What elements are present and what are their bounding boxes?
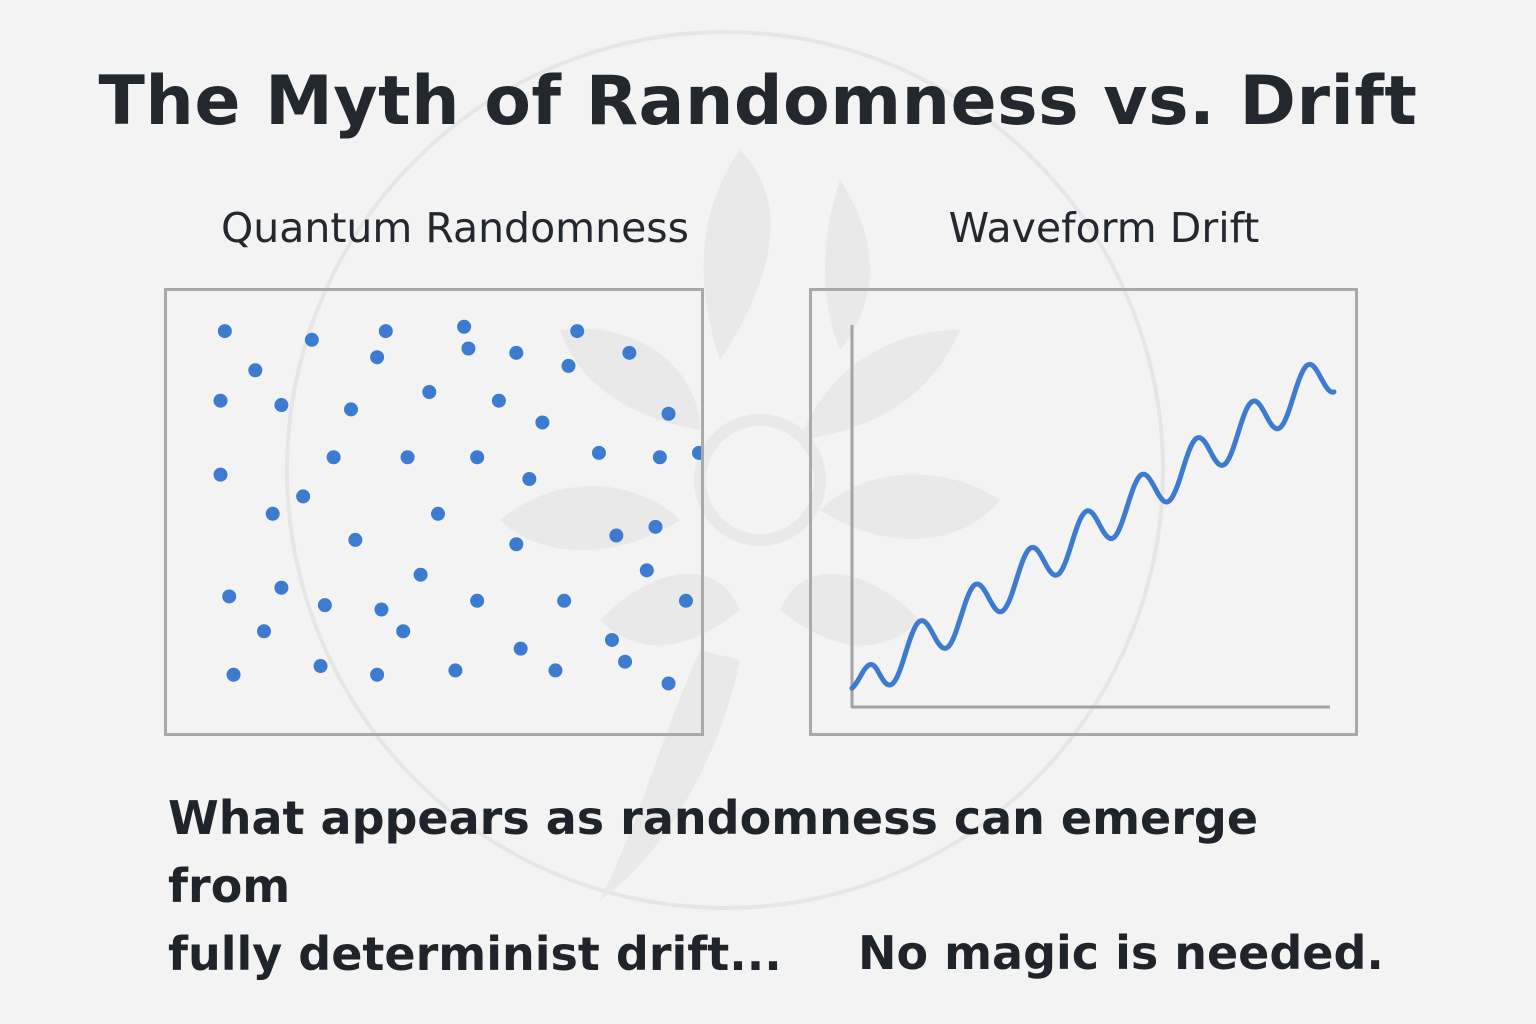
scatter-point — [248, 363, 263, 378]
caption: What appears as randomness can emerge fr… — [168, 784, 1388, 988]
scatter-point — [374, 602, 389, 617]
waveform-line — [849, 361, 1337, 691]
scatter-point — [557, 593, 572, 608]
scatter-point — [509, 345, 524, 360]
scatter-point — [561, 358, 576, 373]
waveform-drift-panel — [809, 288, 1358, 736]
scatter-point — [265, 506, 280, 521]
scatter-point — [304, 332, 319, 347]
scatter-point — [648, 519, 663, 534]
scatter-point — [461, 341, 476, 356]
scatter-point — [400, 450, 415, 465]
scatter-point — [661, 676, 676, 691]
scatter-point — [317, 598, 332, 613]
scatter-point — [226, 667, 241, 682]
scatter-point — [217, 324, 232, 339]
scatter-point — [396, 624, 411, 639]
scatter-point — [678, 593, 693, 608]
scatter-point — [326, 450, 341, 465]
scatter-point — [296, 489, 311, 504]
scatter-point — [422, 385, 437, 399]
scatter-point — [609, 528, 624, 543]
scatter-point — [370, 667, 385, 682]
scatter-point — [313, 659, 328, 674]
scatter-plot — [213, 319, 701, 691]
scatter-point — [522, 472, 537, 486]
scatter-point — [513, 641, 528, 656]
scatter-point — [591, 445, 606, 460]
caption-line-1: What appears as randomness can emerge fr… — [168, 791, 1259, 913]
scatter-point — [652, 450, 667, 465]
scatter-point — [457, 319, 472, 334]
scatter-point — [370, 350, 385, 365]
scatter-point — [413, 567, 428, 582]
scatter-point — [639, 563, 654, 578]
scatter-point — [448, 663, 463, 678]
waveform-plot — [849, 325, 1337, 709]
scatter-point — [548, 663, 563, 678]
scatter-point — [344, 402, 358, 417]
quantum-randomness-panel — [164, 288, 704, 736]
caption-line-2: fully determinist drift... — [168, 927, 782, 981]
page-title: The Myth of Randomness vs. Drift — [98, 62, 1418, 141]
scatter-point — [213, 393, 228, 408]
left-panel-title: Quantum Randomness — [220, 204, 690, 252]
right-panel-title: Waveform Drift — [948, 204, 1260, 252]
scatter-point — [618, 654, 633, 669]
scatter-point — [470, 450, 485, 465]
scatter-point — [348, 532, 363, 547]
scatter-point — [378, 324, 393, 339]
scatter-point — [431, 506, 445, 521]
scatter-point — [470, 593, 485, 608]
scatter-point — [274, 580, 289, 595]
scatter-point — [213, 467, 228, 482]
scatter-point — [491, 393, 506, 408]
scatter-point — [661, 406, 676, 421]
scatter-point — [535, 415, 550, 430]
scatter-point — [622, 345, 637, 360]
scatter-point — [257, 624, 271, 639]
scatter-point — [692, 445, 701, 460]
scatter-point — [222, 589, 237, 604]
scatter-point — [570, 324, 585, 339]
scatter-point — [509, 537, 524, 552]
conclusion-text: No magic is needed. — [858, 926, 1384, 980]
scatter-point — [274, 398, 289, 413]
scatter-point — [605, 632, 619, 647]
